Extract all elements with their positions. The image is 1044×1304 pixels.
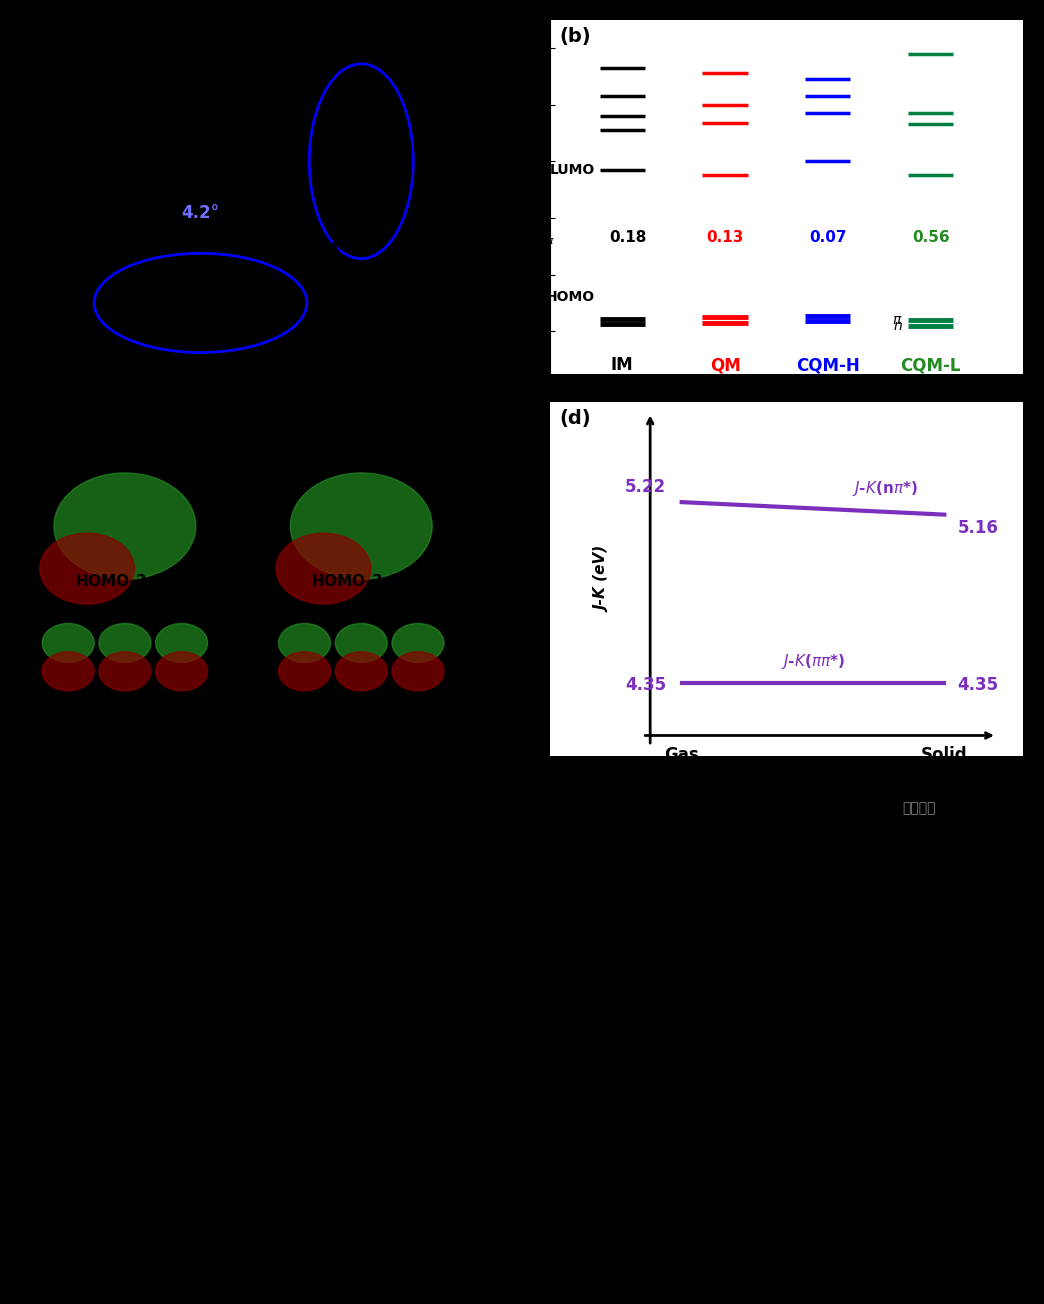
Text: 泰科科技: 泰科科技 [902,802,935,815]
Text: $\pi$: $\pi$ [893,313,903,327]
Text: 0.07: 0.07 [809,231,847,245]
Text: IM: IM [611,356,634,374]
Circle shape [156,623,208,662]
Text: $n$: $n$ [893,318,903,333]
Text: 4.2°: 4.2° [182,203,219,222]
Text: HOMO-1 ($\pi$): HOMO-1 ($\pi$) [311,709,411,728]
Circle shape [335,623,387,662]
Y-axis label: J-K (eV): J-K (eV) [527,544,545,614]
Text: (c): (c) [30,730,60,750]
Text: 0.18: 0.18 [609,231,646,245]
Circle shape [99,652,151,691]
Circle shape [290,473,432,579]
Y-axis label: Orbital energy (eV): Orbital energy (eV) [499,106,518,287]
Circle shape [42,652,94,691]
Circle shape [277,533,371,604]
Circle shape [54,473,196,579]
Text: HOMO ($\pi$): HOMO ($\pi$) [84,709,166,728]
Circle shape [279,652,331,691]
Text: (a): (a) [30,30,62,50]
Circle shape [99,623,151,662]
Text: Solid: Solid [921,746,968,764]
Circle shape [392,623,444,662]
Text: 0.13: 0.13 [707,231,743,245]
Circle shape [42,623,94,662]
Text: 0.0°: 0.0° [185,61,216,76]
Text: 4.35: 4.35 [624,677,666,695]
Text: QM: QM [710,356,740,374]
Text: CQM-L: CQM-L [900,356,960,374]
Text: $J$-$K$($\pi\pi$*): $J$-$K$($\pi\pi$*) [781,652,846,670]
Text: CQM-H: CQM-H [296,239,360,257]
Circle shape [279,623,331,662]
Text: (b): (b) [560,26,592,46]
Text: 5.16: 5.16 [957,519,998,537]
Text: LUMO: LUMO [549,163,594,177]
Text: HOMO-3 ($n$): HOMO-3 ($n$) [311,572,411,591]
Circle shape [156,652,208,691]
Circle shape [392,652,444,691]
Text: IM: IM [30,44,55,63]
Text: J-K (eV): J-K (eV) [595,546,611,612]
Circle shape [335,652,387,691]
Circle shape [40,533,135,604]
Text: 0.56: 0.56 [911,231,949,245]
Text: CQM-L: CQM-L [170,327,231,346]
Text: 5.22: 5.22 [624,477,666,496]
Text: $J$-$K$(n$\pi$*): $J$-$K$(n$\pi$*) [852,479,919,498]
Text: QM: QM [30,189,64,207]
Text: HOMO-2 ($n$): HOMO-2 ($n$) [75,572,175,591]
Text: (d): (d) [560,409,592,428]
Text: Gas: Gas [664,746,699,764]
Text: HOMO: HOMO [545,291,594,304]
Text: 4.35: 4.35 [957,677,998,695]
Text: CQM-H: CQM-H [796,356,859,374]
Text: $\Delta\varepsilon_{n\pi}$: $\Delta\varepsilon_{n\pi}$ [521,228,554,246]
